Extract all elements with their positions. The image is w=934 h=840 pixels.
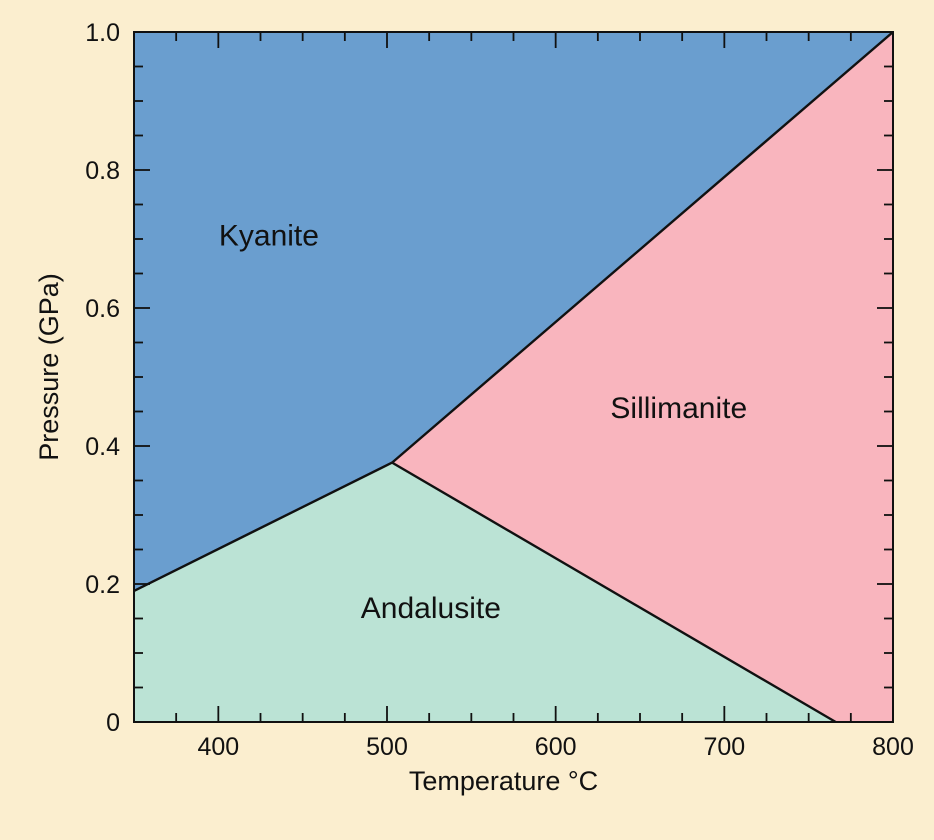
boundary-andalusite-sillimanite	[391, 461, 837, 724]
region-label-kyanite: Kyanite	[219, 220, 319, 253]
x-tick-label: 400	[197, 733, 239, 761]
x-tick-label: 600	[535, 733, 577, 761]
region-kyanite	[134, 32, 893, 591]
boundary-kyanite-sillimanite	[391, 31, 894, 464]
y-tick-label: 0.8	[85, 157, 120, 185]
region-andalusite	[134, 462, 836, 722]
region-labels-layer: Kyanite Sillimanite Andalusite	[219, 220, 747, 626]
y-tick-label: 1.0	[85, 19, 120, 47]
x-tick-label: 700	[703, 733, 745, 761]
y-tick-label: 0.4	[85, 433, 120, 461]
region-label-sillimanite: Sillimanite	[610, 392, 747, 425]
y-axis-label: Pressure (GPa)	[34, 273, 64, 461]
y-tick-label: 0	[106, 709, 120, 737]
region-sillimanite	[392, 32, 893, 722]
x-tick-label: 500	[366, 733, 408, 761]
boundaries-layer	[133, 31, 894, 724]
x-axis-label: Temperature °C	[409, 766, 598, 796]
tick-labels-layer: 400 500 600 700 800 0 0.2 0.4 0.6 0.8 1.0	[85, 19, 914, 761]
region-label-andalusite: Andalusite	[361, 592, 501, 625]
y-tick-label: 0.6	[85, 295, 120, 323]
x-tick-label: 800	[872, 733, 914, 761]
boundary-kyanite-andalusite	[133, 461, 393, 592]
y-tick-label: 0.2	[85, 571, 120, 599]
regions-layer	[134, 32, 893, 722]
ticks-layer	[133, 31, 894, 723]
